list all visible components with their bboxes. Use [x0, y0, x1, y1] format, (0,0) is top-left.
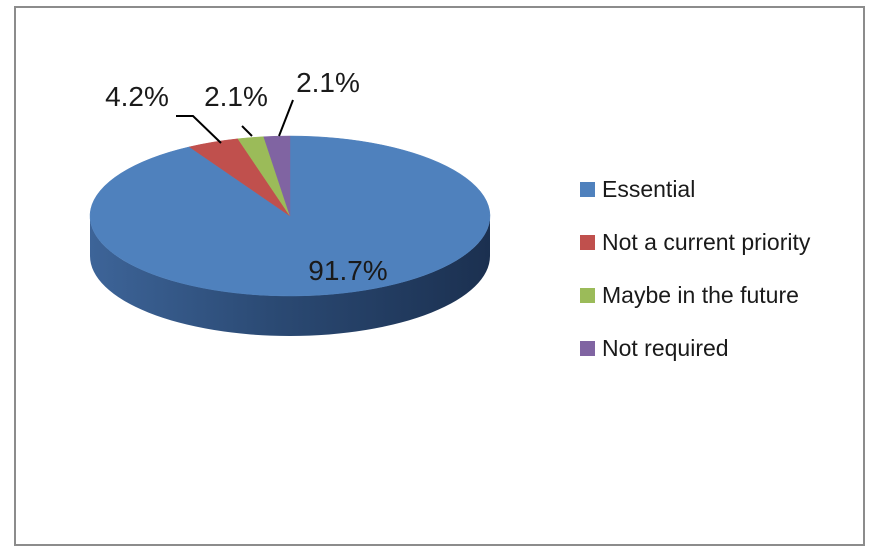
legend-item: Not a current priority: [580, 216, 810, 269]
leader-line: [241, 125, 253, 137]
pie-chart: 91.7% 4.2% 2.1% 2.1%: [89, 67, 491, 336]
pie-side: [90, 216, 490, 336]
legend-swatch: [580, 288, 595, 303]
legend-label: Not a current priority: [602, 229, 811, 255]
legend-label: Essential: [602, 176, 696, 202]
data-label-not-a-current-priority: 4.2%: [105, 81, 169, 112]
data-label-maybe-in-the-future: 2.1%: [204, 81, 268, 112]
pie-top: [89, 135, 491, 297]
legend: Essential Not a current priority Maybe in …: [580, 163, 810, 375]
leader-lines: [176, 99, 294, 144]
leader-line: [278, 99, 294, 137]
legend-label: Not required: [602, 335, 729, 361]
legend-swatch: [580, 182, 595, 197]
pie-slice-essential: [89, 135, 491, 297]
legend-label: Maybe in the future: [602, 282, 799, 308]
data-label-not-required: 2.1%: [296, 67, 360, 98]
legend-swatch: [580, 341, 595, 356]
legend-swatch: [580, 235, 595, 250]
data-labels: 91.7% 4.2% 2.1% 2.1%: [105, 67, 388, 286]
data-label-essential: 91.7%: [308, 255, 387, 286]
leader-line: [176, 115, 222, 144]
pie-slice-not-required: [263, 135, 291, 217]
legend-item: Not required: [580, 322, 810, 375]
pie-side-essential: [90, 216, 490, 336]
legend-item: Essential: [580, 163, 810, 216]
legend-item: Maybe in the future: [580, 269, 810, 322]
